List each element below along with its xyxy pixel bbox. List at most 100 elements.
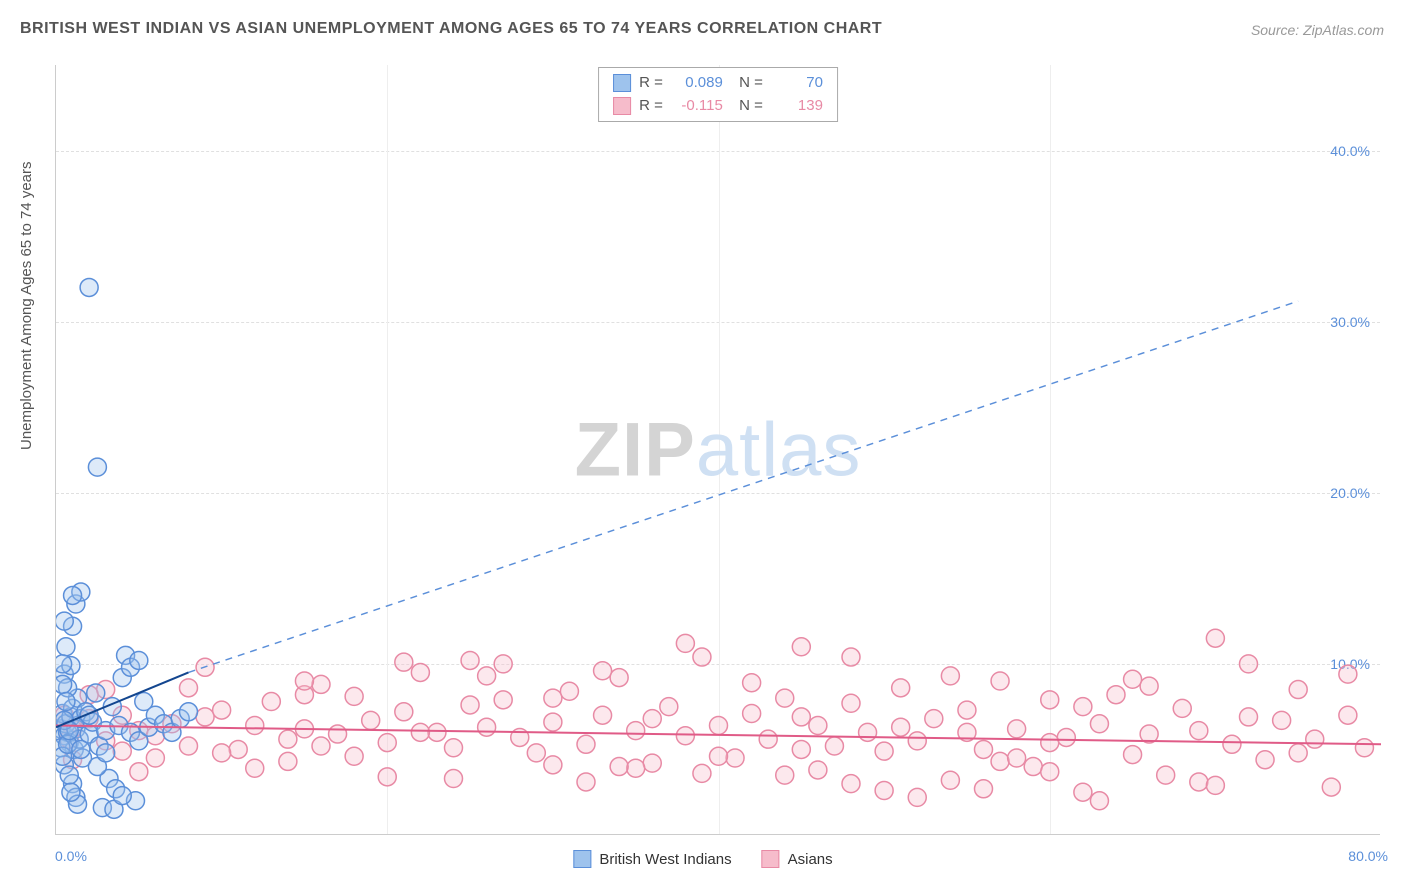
scatter-point <box>1057 728 1075 746</box>
scatter-point <box>362 711 380 729</box>
scatter-point <box>279 730 297 748</box>
scatter-point <box>1289 744 1307 762</box>
scatter-point <box>577 773 595 791</box>
scatter-point <box>1240 708 1258 726</box>
scatter-point <box>743 674 761 692</box>
scatter-point <box>97 744 115 762</box>
scatter-point <box>560 682 578 700</box>
scatter-point <box>544 689 562 707</box>
source-credit: Source: ZipAtlas.com <box>1251 22 1384 38</box>
scatter-point <box>295 672 313 690</box>
scatter-point <box>776 766 794 784</box>
scatter-point <box>196 708 214 726</box>
y-axis-label: Unemployment Among Ages 65 to 74 years <box>18 161 35 450</box>
scatter-point <box>180 679 198 697</box>
scatter-point <box>925 710 943 728</box>
scatter-point <box>594 662 612 680</box>
scatter-point <box>130 651 148 669</box>
scatter-point <box>411 663 429 681</box>
stats-row-1: R = -0.115 N = 139 <box>613 95 823 118</box>
scatter-point <box>428 723 446 741</box>
stats-n-value-1: 139 <box>771 95 823 118</box>
scatter-point <box>246 716 264 734</box>
scatter-point <box>279 752 297 770</box>
scatter-point <box>710 747 728 765</box>
scatter-point <box>478 718 496 736</box>
scatter-point <box>594 706 612 724</box>
scatter-point <box>1190 773 1208 791</box>
scatter-point <box>113 787 131 805</box>
scatter-point <box>56 612 73 630</box>
scatter-point <box>1024 758 1042 776</box>
scatter-point <box>312 675 330 693</box>
scatter-point <box>892 718 910 736</box>
scatter-point <box>991 672 1009 690</box>
scatter-point <box>726 749 744 767</box>
scatter-point <box>1206 629 1224 647</box>
stats-r-value-1: -0.115 <box>671 95 723 118</box>
scatter-point <box>1124 746 1142 764</box>
scatter-point <box>1124 670 1142 688</box>
scatter-point <box>693 648 711 666</box>
scatter-point <box>958 701 976 719</box>
legend-item-1: Asians <box>762 850 833 868</box>
scatter-point <box>72 740 90 758</box>
scatter-point <box>180 703 198 721</box>
scatter-point <box>445 770 463 788</box>
scatter-point <box>1355 739 1373 757</box>
stats-box: R = 0.089 N = 70 R = -0.115 N = 139 <box>598 67 838 122</box>
scatter-point <box>859 723 877 741</box>
scatter-point <box>62 783 80 801</box>
scatter-point <box>1008 720 1026 738</box>
stats-n-label: N = <box>731 95 763 118</box>
scatter-point <box>975 740 993 758</box>
scatter-point <box>842 694 860 712</box>
scatter-point <box>56 655 72 673</box>
scatter-point <box>60 766 78 784</box>
scatter-point <box>991 752 1009 770</box>
scatter-point <box>1090 792 1108 810</box>
stats-r-label: R = <box>639 95 663 118</box>
scatter-point <box>395 653 413 671</box>
scatter-point <box>676 634 694 652</box>
scatter-point <box>627 722 645 740</box>
plot-area: ZIPatlas R = 0.089 N = 70 R = -0.115 N =… <box>55 65 1380 835</box>
scatter-point <box>494 691 512 709</box>
scatter-point <box>759 730 777 748</box>
scatter-point <box>461 651 479 669</box>
scatter-point <box>1008 749 1026 767</box>
scatter-point <box>643 710 661 728</box>
scatter-point <box>1173 699 1191 717</box>
scatter-point <box>941 771 959 789</box>
scatter-point <box>1041 763 1059 781</box>
legend-swatch-0 <box>573 850 591 868</box>
scatter-point <box>1223 735 1241 753</box>
scatter-point <box>908 788 926 806</box>
x-tick-max: 80.0% <box>1348 848 1388 864</box>
scatter-point <box>411 723 429 741</box>
stats-r-label: R = <box>639 72 663 95</box>
stats-n-label: N = <box>731 72 763 95</box>
scatter-point <box>246 759 264 777</box>
scatter-point <box>527 744 545 762</box>
scatter-point <box>1041 734 1059 752</box>
scatter-point <box>908 732 926 750</box>
scatter-point <box>842 648 860 666</box>
trend-line <box>189 301 1299 672</box>
scatter-point <box>792 708 810 726</box>
scatter-point <box>842 775 860 793</box>
scatter-point <box>610 669 628 687</box>
scatter-point <box>113 742 131 760</box>
scatter-point <box>1157 766 1175 784</box>
scatter-point <box>1190 722 1208 740</box>
scatter-point <box>213 701 231 719</box>
scatter-point <box>577 735 595 753</box>
scatter-point <box>378 768 396 786</box>
scatter-point <box>1322 778 1340 796</box>
scatter-point <box>180 737 198 755</box>
scatter-point <box>213 744 231 762</box>
scatter-point <box>64 586 82 604</box>
scatter-point <box>544 713 562 731</box>
scatter-point <box>610 758 628 776</box>
scatter-point <box>627 759 645 777</box>
